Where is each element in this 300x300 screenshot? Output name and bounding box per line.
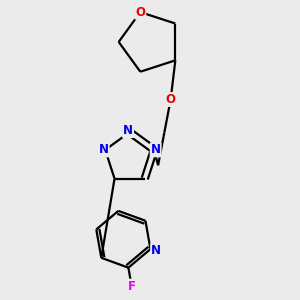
- Text: N: N: [151, 143, 160, 156]
- Text: N: N: [151, 244, 161, 257]
- Text: F: F: [128, 280, 136, 293]
- Text: O: O: [166, 93, 176, 106]
- Text: N: N: [99, 143, 109, 156]
- Text: O: O: [135, 6, 145, 19]
- Text: N: N: [123, 124, 133, 137]
